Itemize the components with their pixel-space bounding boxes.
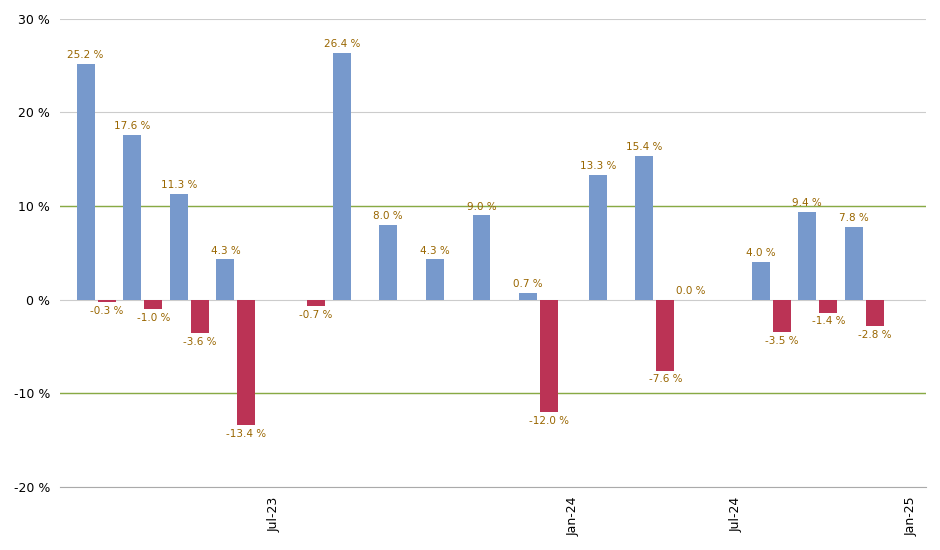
Text: 25.2 %: 25.2 % (68, 50, 103, 60)
Bar (216, 260, 234, 300)
Bar (170, 194, 188, 300)
Bar (845, 227, 863, 300)
Text: 4.3 %: 4.3 % (420, 246, 449, 256)
Bar (426, 260, 444, 300)
Bar (820, 300, 838, 313)
Bar (123, 135, 141, 300)
Bar (77, 64, 95, 300)
Bar (866, 300, 884, 326)
Bar (191, 300, 209, 333)
Text: 0.7 %: 0.7 % (513, 279, 543, 289)
Text: -0.3 %: -0.3 % (90, 306, 123, 316)
Bar (519, 293, 537, 300)
Bar (238, 300, 256, 425)
Bar (307, 300, 325, 306)
Text: -12.0 %: -12.0 % (529, 416, 569, 426)
Bar (540, 300, 558, 412)
Text: 4.3 %: 4.3 % (211, 246, 241, 256)
Text: 15.4 %: 15.4 % (626, 142, 663, 152)
Text: -1.4 %: -1.4 % (811, 316, 845, 327)
Text: 11.3 %: 11.3 % (161, 180, 197, 190)
Text: 26.4 %: 26.4 % (323, 39, 360, 49)
Bar (588, 175, 606, 300)
Bar (98, 300, 116, 302)
Text: 13.3 %: 13.3 % (580, 161, 616, 172)
Bar (798, 212, 816, 300)
Bar (752, 262, 770, 300)
Text: -1.0 %: -1.0 % (136, 313, 170, 323)
Text: -3.6 %: -3.6 % (183, 337, 216, 347)
Bar (144, 300, 163, 309)
Bar (635, 156, 653, 300)
Text: 0.0 %: 0.0 % (676, 286, 706, 296)
Text: -13.4 %: -13.4 % (227, 429, 266, 439)
Text: 4.0 %: 4.0 % (745, 249, 776, 258)
Text: -0.7 %: -0.7 % (300, 310, 333, 320)
Text: 9.0 %: 9.0 % (467, 202, 496, 212)
Text: 17.6 %: 17.6 % (114, 121, 150, 131)
Bar (473, 216, 491, 300)
Bar (380, 225, 398, 300)
Bar (333, 53, 351, 300)
Text: -2.8 %: -2.8 % (858, 329, 892, 339)
Bar (773, 300, 791, 332)
Text: 7.8 %: 7.8 % (839, 213, 869, 223)
Text: 9.4 %: 9.4 % (792, 198, 822, 208)
Text: 8.0 %: 8.0 % (373, 211, 403, 221)
Text: -3.5 %: -3.5 % (765, 336, 798, 346)
Text: -7.6 %: -7.6 % (649, 375, 682, 384)
Bar (656, 300, 674, 371)
